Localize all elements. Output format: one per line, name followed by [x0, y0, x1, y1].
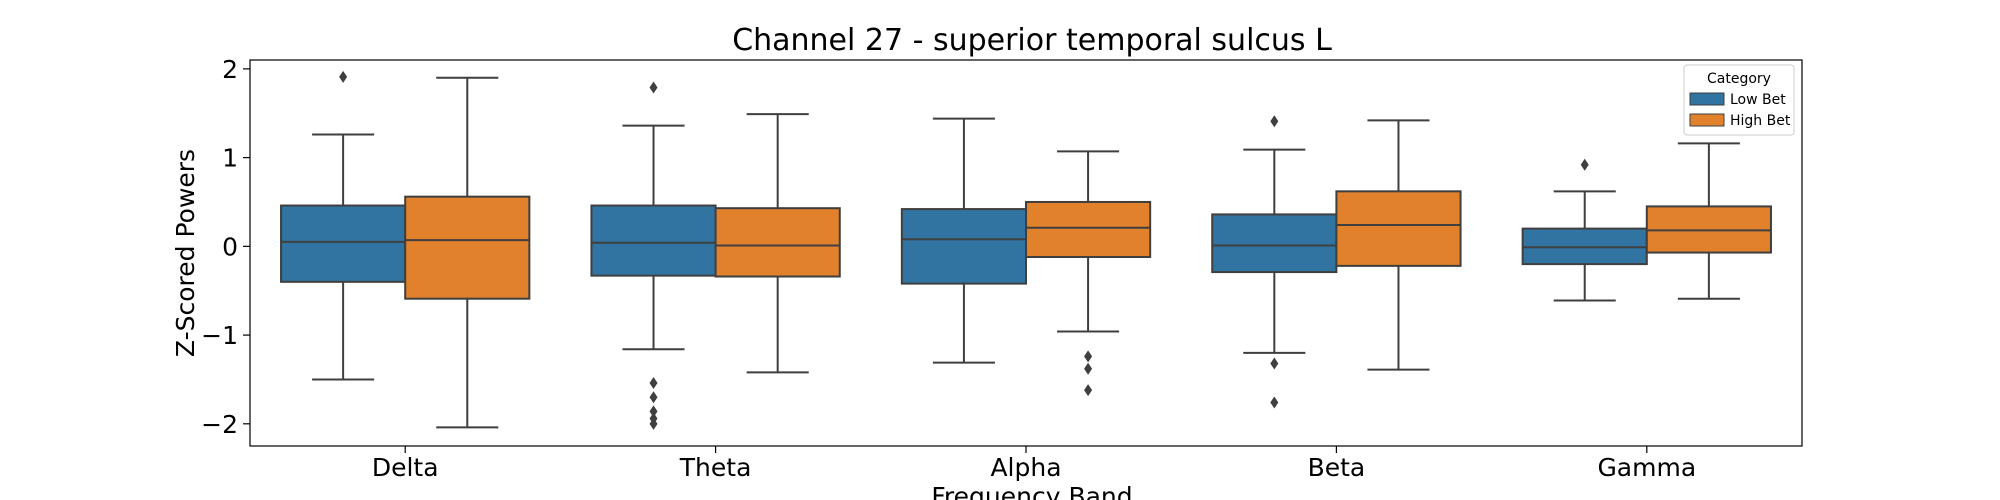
outlier-point — [1270, 357, 1279, 370]
box-iqr — [1211, 213, 1338, 274]
axes-group: −2 −1 0 1 2 Delta Theta Alpha Beta Gamma — [201, 55, 1696, 482]
outlier-point — [1084, 384, 1093, 397]
x-tick-label-delta: Delta — [372, 453, 439, 482]
box-theta-high-bet — [714, 113, 841, 374]
x-tick-label-theta: Theta — [679, 453, 752, 482]
outlier-point — [1084, 350, 1093, 363]
x-tick-label-alpha: Alpha — [990, 453, 1061, 482]
box-delta-high-bet — [404, 76, 531, 429]
box-iqr — [404, 195, 531, 300]
outlier-point — [1270, 396, 1279, 409]
outlier-point — [1580, 158, 1589, 171]
outlier-point — [649, 376, 658, 389]
y-axis-title: Z-Scored Powers — [171, 149, 200, 357]
y-tick-label: −1 — [201, 321, 238, 350]
outlier-point — [649, 405, 658, 418]
box-gamma-low-bet — [1521, 158, 1648, 302]
box-iqr — [1335, 190, 1462, 267]
y-tick-label: 0 — [222, 232, 238, 261]
x-tick-label-gamma: Gamma — [1597, 453, 1696, 482]
x-axis-title: Frequency Band — [931, 482, 1132, 500]
legend-label-low-bet: Low Bet — [1730, 92, 1786, 108]
legend-swatch-low-bet — [1689, 92, 1725, 106]
outlier-point — [1270, 115, 1279, 128]
box-iqr — [1025, 200, 1152, 258]
y-tick-label: 1 — [222, 144, 238, 173]
outlier-point — [649, 391, 658, 404]
box-delta-low-bet — [280, 70, 407, 381]
outlier-point — [339, 70, 348, 83]
legend-swatch-high-bet — [1689, 113, 1725, 127]
box-beta-high-bet — [1335, 119, 1462, 371]
outlier-point — [649, 417, 658, 430]
x-tick-label-beta: Beta — [1308, 453, 1366, 482]
box-iqr — [590, 204, 717, 277]
box-alpha-low-bet — [900, 117, 1028, 364]
box-beta-low-bet — [1211, 115, 1338, 409]
legend-label-high-bet: High Bet — [1730, 113, 1791, 129]
plot-area-group — [280, 70, 1772, 430]
box-iqr — [900, 208, 1028, 285]
box-iqr — [280, 204, 407, 283]
box-alpha-high-bet — [1025, 150, 1152, 397]
legend-title: Category — [1707, 71, 1771, 87]
legend: Category Low Bet High Bet — [1683, 64, 1795, 136]
y-tick-label: −2 — [201, 410, 238, 439]
box-gamma-high-bet — [1645, 142, 1772, 300]
y-tick-label: 2 — [222, 55, 238, 84]
chart-title: Channel 27 - superior temporal sulcus L — [732, 23, 1332, 58]
box-theta-low-bet — [590, 81, 717, 430]
box-iqr — [714, 207, 841, 278]
outlier-point — [649, 81, 658, 94]
outlier-point — [1084, 362, 1093, 375]
